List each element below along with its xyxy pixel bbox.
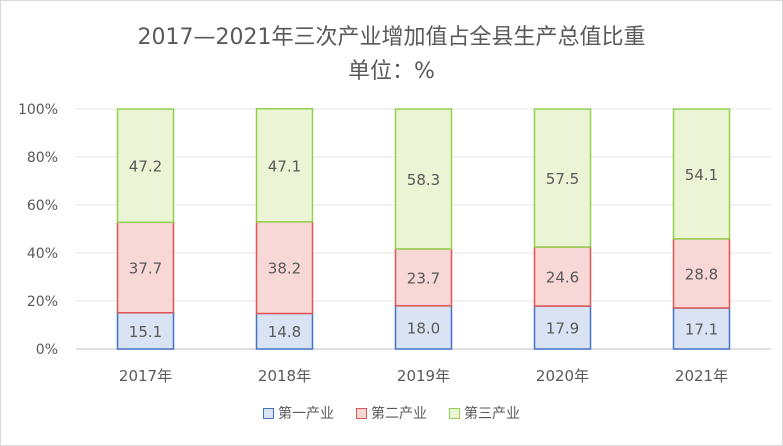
bar-segment (533, 108, 592, 248)
x-tick-label: 2018年 (258, 367, 311, 385)
data-label: 14.8 (268, 323, 301, 341)
legend-label-primary: 第一产业 (278, 406, 334, 422)
legend-label-tertiary: 第三产业 (464, 406, 520, 422)
data-label: 47.2 (129, 158, 162, 176)
legend-item-primary: 第一产业 (263, 403, 334, 423)
x-tick-label: 2021年 (675, 367, 728, 385)
bar-segment (394, 305, 453, 350)
legend-item-tertiary: 第三产业 (449, 403, 520, 423)
bar-segment (255, 221, 314, 315)
data-label: 57.5 (546, 170, 579, 188)
y-tick-label: 40% (27, 246, 58, 262)
y-tick-label: 60% (27, 198, 58, 214)
data-label: 15.1 (129, 323, 162, 341)
data-label: 54.1 (685, 166, 718, 184)
bar-segment (394, 108, 453, 250)
data-label: 18.0 (407, 319, 440, 337)
bar-segment (116, 108, 175, 224)
y-tick-label: 20% (27, 294, 58, 310)
data-label: 17.9 (546, 320, 579, 338)
x-tick-label: 2020年 (536, 367, 589, 385)
bar-segment (672, 307, 731, 350)
data-label: 37.7 (129, 260, 162, 278)
bar-segment (116, 312, 175, 350)
data-label: 28.8 (685, 265, 718, 283)
y-tick-label: 0% (36, 342, 58, 358)
legend-swatch-tertiary (449, 407, 460, 419)
legend-label-secondary: 第二产业 (371, 406, 427, 422)
bar-segment (533, 246, 592, 307)
x-tick-label: 2019年 (397, 367, 450, 385)
bar-segment (394, 248, 453, 307)
y-tick-label: 80% (27, 150, 58, 166)
chart-subtitle: 单位：% (348, 59, 435, 84)
bar-segment (533, 305, 592, 350)
data-label: 58.3 (407, 171, 440, 189)
data-label: 47.1 (268, 157, 301, 175)
y-tick-label: 100% (18, 102, 58, 118)
bar-segment (672, 108, 731, 240)
chart-title: 2017—2021年三次产业增加值占全县生产总值比重 (137, 25, 646, 50)
x-tick-label: 2017年 (119, 367, 172, 385)
bar-segment (255, 108, 314, 223)
bar-segment (672, 238, 731, 309)
data-label: 24.6 (546, 269, 579, 287)
data-label: 17.1 (685, 320, 718, 338)
legend-item-secondary: 第二产业 (356, 403, 427, 423)
legend-swatch-primary (263, 407, 274, 419)
legend-swatch-secondary (356, 407, 367, 419)
data-label: 38.2 (268, 260, 301, 278)
chart-legend: 第一产业 第二产业 第三产业 (1, 403, 782, 423)
data-label: 23.7 (407, 269, 440, 287)
